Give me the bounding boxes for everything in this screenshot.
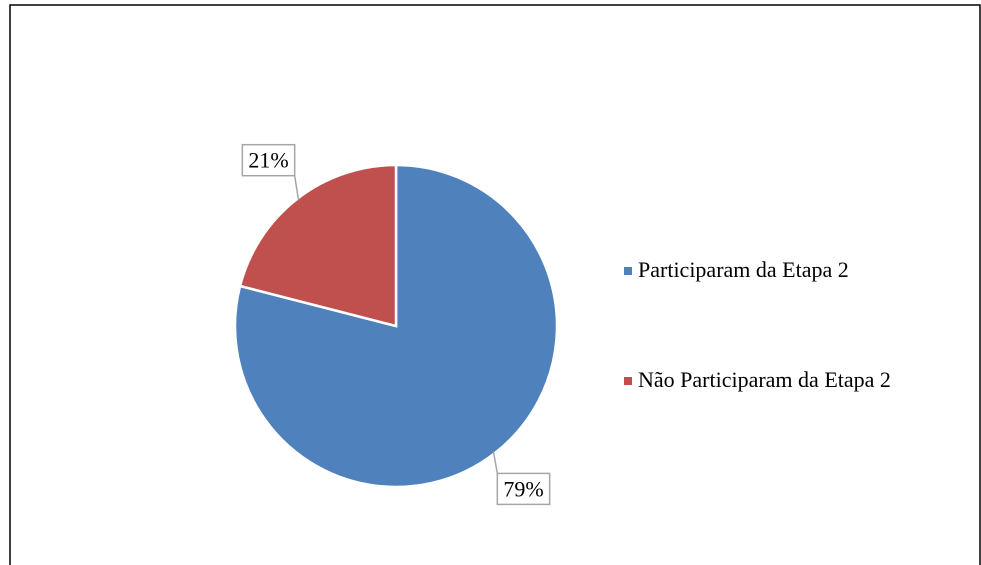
legend-swatch xyxy=(624,377,632,385)
legend-label: Participaram da Etapa 2 xyxy=(638,257,849,282)
data-label-box xyxy=(496,472,551,506)
leader-line xyxy=(492,451,499,474)
pie-slice xyxy=(238,163,398,328)
data-label-box xyxy=(241,143,296,177)
legend-swatch xyxy=(624,267,632,275)
legend-label: Não Participaram da Etapa 2 xyxy=(638,367,891,392)
leader-line xyxy=(293,175,300,201)
data-label: 79% xyxy=(503,476,543,501)
frame xyxy=(9,4,981,565)
data-label: 21% xyxy=(248,148,288,173)
